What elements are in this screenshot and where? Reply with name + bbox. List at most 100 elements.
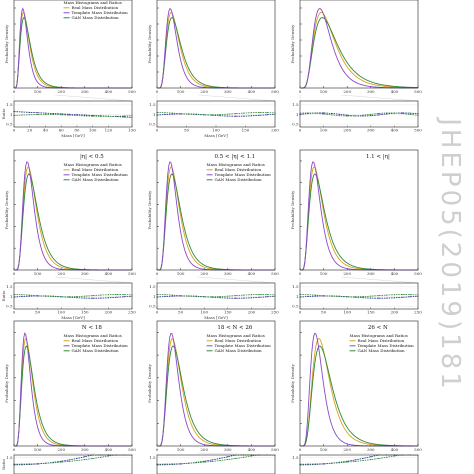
ratio-point (339, 114, 340, 115)
main-xtick-label: 500 (128, 271, 136, 276)
ratio-point (323, 113, 324, 114)
ratio-xtick-label: 60 (59, 128, 65, 133)
main-xtick-label: 300 (81, 89, 89, 94)
ratio-point (29, 112, 30, 113)
ratio-point (315, 463, 316, 464)
ratio-point (307, 296, 308, 297)
ratio-point (37, 112, 38, 113)
ratio-ytick-label: 1.5 (149, 455, 156, 460)
ratio-xtick-label: 100 (200, 310, 208, 315)
main-xtick-label: 0 (13, 89, 16, 94)
ratio-point (339, 115, 340, 116)
ratio-point (259, 115, 260, 116)
ratio-point (339, 462, 340, 463)
ratio-point (378, 458, 379, 459)
ratio-point (108, 455, 109, 456)
main-xtick-label: 0 (13, 447, 16, 452)
ratio-point (37, 114, 38, 115)
ratio-point (355, 296, 356, 297)
ratio-xtick-label: 0 (299, 128, 302, 133)
ratio-xtick-label: 150 (242, 128, 250, 133)
ratio-point (227, 459, 228, 460)
ratio-point (172, 463, 173, 464)
ratio-ylabel: Ratio (1, 108, 6, 119)
ratio-ytick-label: 0.5 (292, 303, 299, 308)
ratio-point (53, 296, 54, 297)
ratio-xtick-label: 0 (156, 310, 159, 315)
ratio-xlabel: Mass [GeV] (61, 133, 85, 138)
main-xtick-label: 400 (105, 447, 113, 452)
ratio-xtick-label: 0 (13, 310, 16, 315)
ratio-point (100, 116, 101, 117)
ratio-ylabel: Ratio (1, 290, 6, 301)
ratio-point (410, 294, 411, 295)
panel-title: N < 18 (82, 325, 102, 331)
ratio-point (219, 114, 220, 115)
ratio-point (53, 114, 54, 115)
ratio-point (394, 294, 395, 295)
ratio-xtick-label: 300 (367, 128, 375, 133)
ratio-point (37, 295, 38, 296)
main-xtick-label: 400 (391, 89, 399, 94)
ratio-ytick-label: 1 (10, 294, 13, 299)
ratio-xtick-label: 100 (89, 128, 97, 133)
main-xtick-label: 300 (367, 271, 375, 276)
ratio-point (164, 112, 165, 113)
ratio-point (76, 297, 77, 298)
legend-item-gan: GAN Mass Distribution (215, 177, 262, 182)
ratio-point (45, 296, 46, 297)
main-xtick-label: 0 (13, 271, 16, 276)
main-ylabel: Probability Density (290, 190, 295, 230)
watermark-text: JHEP05(2019)181 (435, 118, 465, 392)
ratio-point (386, 457, 387, 458)
main-xtick-label: 100 (320, 271, 328, 276)
main-ylabel: Probability Density (147, 24, 152, 64)
panel-title: 26 < N (368, 325, 388, 331)
ratio-ytick-label: 1.5 (149, 102, 156, 107)
ratio-point (76, 296, 77, 297)
main-xtick-label: 0 (156, 89, 159, 94)
ratio-point (362, 296, 363, 297)
ratio-ytick-label: 1.5 (292, 284, 299, 289)
ratio-point (45, 114, 46, 115)
main-xtick-label: 100 (320, 447, 328, 452)
ratio-point (108, 297, 109, 298)
main-xtick-label: 300 (224, 271, 232, 276)
ratio-ytick-label: 1.5 (292, 102, 299, 107)
ratio-point (61, 114, 62, 115)
ratio-point (402, 294, 403, 295)
ratio-point (116, 297, 117, 298)
subplot-4: 0 100 200 300 400 500Probability Density|η| <… (1, 150, 136, 320)
main-xtick-label: 500 (414, 447, 422, 452)
ratio-point (227, 456, 228, 457)
ratio-point (259, 297, 260, 298)
ratio-point (227, 298, 228, 299)
subplot-7: 0 100 200 300 400 500Probability DensityN < 1… (1, 321, 136, 474)
ratio-point (164, 464, 165, 465)
ratio-point (235, 113, 236, 114)
panel-title: 18 < N < 26 (217, 325, 253, 331)
main-ylabel: Probability Density (4, 190, 9, 230)
main-xtick-label: 200 (57, 89, 65, 94)
ratio-point (355, 115, 356, 116)
ratio-point (386, 113, 387, 114)
ratio-point (378, 113, 379, 114)
main-xtick-label: 0 (156, 271, 159, 276)
main-xtick-label: 400 (105, 271, 113, 276)
ratio-point (69, 296, 70, 297)
ratio-point (116, 116, 117, 117)
subplot-9: 0 100 200 300 400 500Probability Density26 < … (290, 321, 422, 474)
ratio-xtick-label: 200 (105, 310, 113, 315)
main-xtick-label: 300 (224, 89, 232, 94)
main-xtick-label: 200 (200, 271, 208, 276)
ratio-point (164, 294, 165, 295)
ratio-point (21, 115, 22, 116)
main-xtick-label: 400 (248, 447, 256, 452)
ratio-point (69, 115, 70, 116)
main-xtick-label: 0 (156, 447, 159, 452)
ratio-xtick-label: 50 (321, 310, 327, 315)
main-xtick-label: 300 (367, 89, 375, 94)
ratio-point (370, 459, 371, 460)
ratio-point (100, 457, 101, 458)
